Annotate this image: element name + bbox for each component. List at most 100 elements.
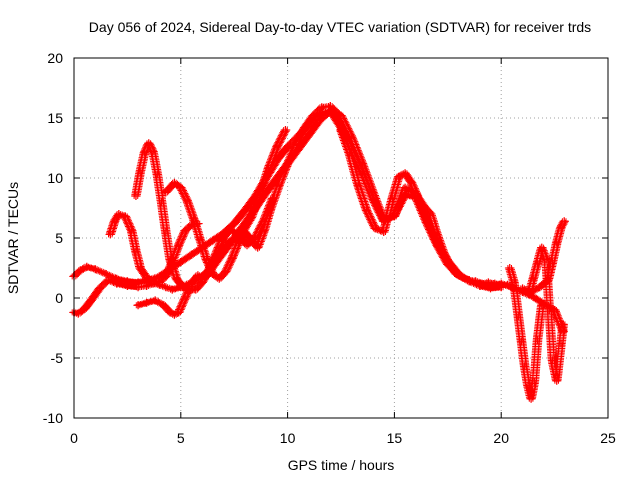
data-point xyxy=(281,126,290,134)
y-tick-label: 15 xyxy=(47,110,63,126)
data-point xyxy=(142,273,151,282)
data-point xyxy=(196,235,205,244)
data-point xyxy=(401,169,410,178)
data-point xyxy=(82,262,91,271)
series-markers xyxy=(105,211,203,286)
series-markers xyxy=(131,140,278,294)
data-point xyxy=(471,277,480,286)
data-point xyxy=(176,258,185,266)
data-point xyxy=(221,238,230,247)
data-point xyxy=(161,272,170,281)
data-point xyxy=(149,147,158,156)
data-point xyxy=(187,279,196,288)
data-point xyxy=(187,250,196,259)
data-point xyxy=(505,264,514,272)
y-tick-label: -10 xyxy=(43,410,63,426)
data-point xyxy=(557,223,566,232)
data-point xyxy=(166,255,175,264)
data-point xyxy=(326,102,335,110)
data-point xyxy=(317,103,326,112)
data-point xyxy=(445,261,454,270)
data-point xyxy=(153,170,162,179)
data-point xyxy=(215,274,224,283)
data-point xyxy=(518,284,527,293)
data-point xyxy=(394,172,403,181)
data-point xyxy=(234,238,243,247)
data-point xyxy=(523,381,532,390)
x-tick-label: 5 xyxy=(177,430,185,446)
series-sat-f xyxy=(161,102,344,283)
data-point xyxy=(530,378,539,386)
data-point xyxy=(275,181,284,190)
series-sat-g xyxy=(336,126,519,293)
data-point xyxy=(136,168,145,176)
data-point xyxy=(247,213,256,222)
data-point xyxy=(503,280,512,289)
data-point xyxy=(535,283,544,292)
data-point xyxy=(266,205,275,214)
data-point xyxy=(420,202,429,211)
data-point xyxy=(202,255,211,264)
data-point xyxy=(225,225,234,234)
data-point xyxy=(369,188,378,197)
data-point xyxy=(542,255,551,264)
data-point xyxy=(510,278,519,287)
plot-frame xyxy=(73,57,609,419)
data-point xyxy=(104,276,113,284)
data-point xyxy=(557,339,566,348)
data-point xyxy=(181,294,190,302)
data-series xyxy=(69,102,569,403)
data-point xyxy=(260,226,269,235)
data-point xyxy=(142,298,151,307)
data-point xyxy=(80,304,89,313)
data-point xyxy=(228,254,237,263)
data-point xyxy=(193,271,202,280)
data-point xyxy=(458,273,467,282)
y-tick-label: -5 xyxy=(51,350,64,366)
data-point xyxy=(168,285,177,294)
series-sat-i xyxy=(524,243,568,385)
data-point xyxy=(112,279,121,288)
data-point xyxy=(134,283,143,292)
x-tick-label: 15 xyxy=(387,430,403,446)
data-point xyxy=(221,267,230,276)
data-point xyxy=(548,258,557,266)
data-point xyxy=(95,284,104,293)
data-point xyxy=(533,259,542,268)
data-point xyxy=(243,241,252,250)
data-point xyxy=(131,247,140,256)
data-point xyxy=(362,206,371,215)
data-point xyxy=(433,230,442,239)
data-point xyxy=(401,183,410,192)
data-point xyxy=(155,278,164,287)
series-markers xyxy=(524,244,568,384)
data-point xyxy=(477,279,486,288)
data-point xyxy=(202,272,211,281)
data-point xyxy=(172,274,181,283)
data-point xyxy=(127,226,136,235)
data-point xyxy=(110,217,119,226)
data-point xyxy=(183,196,192,205)
data-point xyxy=(334,110,343,119)
y-axis-label: SDTVAR / TECUs xyxy=(5,182,21,294)
data-point xyxy=(240,206,249,215)
data-point xyxy=(426,210,435,218)
data-point xyxy=(247,236,256,245)
data-point xyxy=(388,194,397,203)
data-point xyxy=(283,159,292,168)
data-point xyxy=(106,230,115,239)
data-point xyxy=(552,376,561,385)
data-point xyxy=(121,212,130,221)
data-point xyxy=(114,210,123,218)
x-axis-label: GPS time / hours xyxy=(288,457,395,473)
data-point xyxy=(161,228,170,236)
series-sat-h xyxy=(504,264,547,403)
data-point xyxy=(140,148,149,157)
data-point xyxy=(255,190,264,199)
data-point xyxy=(486,284,495,293)
data-point xyxy=(208,236,217,245)
data-point xyxy=(272,142,281,151)
data-point xyxy=(490,279,499,288)
data-point xyxy=(74,309,83,318)
data-point xyxy=(379,228,388,236)
